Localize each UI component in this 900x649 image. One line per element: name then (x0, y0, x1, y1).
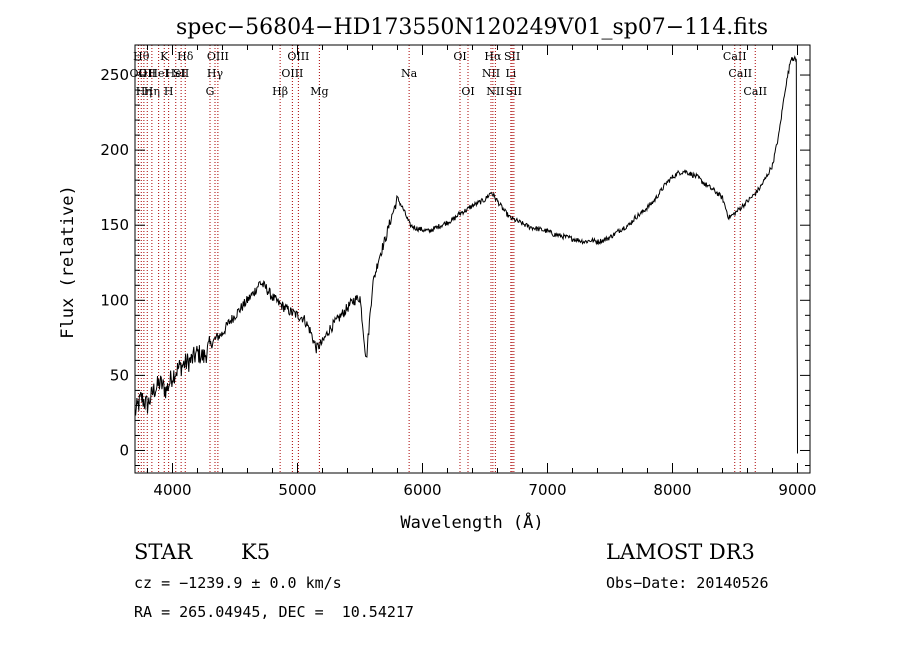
x-tick-label: 9000 (778, 481, 816, 499)
survey-name: LAMOST DR3 (606, 540, 755, 564)
spectrum-line (134, 55, 798, 454)
line-marker-label: NII (486, 85, 504, 98)
x-tick-label: 8000 (653, 481, 691, 499)
line-marker-label: Hβ (272, 85, 288, 98)
line-marker-label: Hγ (207, 67, 224, 80)
line-marker-label: OI (461, 85, 474, 98)
line-marker-label: HeI (148, 67, 168, 80)
x-tick-label: 4000 (153, 481, 191, 499)
line-markers: OIIHθHηOIIHηHeIKHHeISIIHδGHγOIIIHβOIIIOI… (130, 45, 767, 473)
line-marker-label: K (160, 50, 169, 63)
line-marker-label: H (164, 85, 174, 98)
line-marker-label: OII (138, 67, 156, 80)
line-marker-label: OIII (287, 50, 309, 63)
obs-date-text: Obs−Date: 20140526 (606, 574, 769, 592)
line-marker-label: CaII (743, 85, 767, 98)
line-marker-label: SII (506, 85, 522, 98)
line-marker-label: Na (401, 67, 418, 80)
plot-frame (134, 44, 811, 474)
line-marker-label: CaII (723, 50, 747, 63)
object-subclass: K5 (241, 540, 271, 564)
line-marker-label: NII (482, 67, 500, 80)
line-marker-label: SII (504, 50, 520, 63)
x-tick-label: 6000 (403, 481, 441, 499)
plot-area (134, 55, 798, 454)
chart-title: spec−56804−HD173550N120249V01_sp07−114.f… (176, 15, 768, 40)
y-tick-label: 250 (100, 66, 129, 84)
x-tick-label: 7000 (528, 481, 566, 499)
y-axis-label: Flux (relative) (58, 185, 78, 339)
y-tick-label: 200 (100, 141, 129, 159)
line-marker-label: CaII (728, 67, 752, 80)
coordinates-text: RA = 265.04945, DEC = 10.54217 (134, 603, 414, 621)
line-marker-label: Mg (310, 85, 328, 98)
line-marker-label: OI (453, 50, 466, 63)
line-marker-label: OII (130, 67, 148, 80)
line-marker-label: OIII (207, 50, 229, 63)
line-marker-label: Li (505, 67, 516, 80)
redshift-text: cz = −1239.9 ± 0.0 km/s (134, 574, 342, 592)
y-tick-label: 50 (110, 366, 129, 384)
line-marker-label: G (206, 85, 215, 98)
axes: 4000 5000 6000 7000 8000 9000 0 50 100 150 200 250 (100, 44, 817, 499)
y-tick-label: 150 (100, 216, 129, 234)
line-marker-label: Hη (136, 85, 152, 98)
line-marker-label: Hδ (177, 50, 194, 63)
x-axis-label: Wavelength (Å) (400, 511, 543, 533)
y-tick-label: 0 (119, 441, 129, 459)
line-marker-label: Hη (144, 85, 160, 98)
line-marker-label: SII (173, 67, 189, 80)
line-marker-label: Hα (484, 50, 502, 63)
y-tick-label: 100 (100, 291, 129, 309)
x-tick-label: 5000 (278, 481, 316, 499)
object-class: STAR (134, 540, 193, 564)
line-marker-label: HeI (166, 67, 186, 80)
line-marker-label: OIII (281, 67, 303, 80)
